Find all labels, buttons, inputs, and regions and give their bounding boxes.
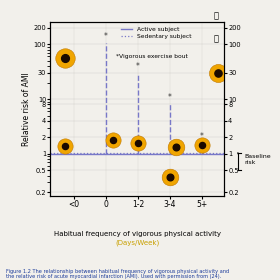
Text: *: *	[200, 132, 204, 141]
Text: 🏃: 🏃	[214, 12, 219, 21]
Text: Habitual frequency of vigorous physical activity: Habitual frequency of vigorous physical …	[54, 231, 221, 237]
Text: 🚶: 🚶	[214, 34, 219, 43]
Text: *: *	[168, 94, 172, 102]
Text: *: *	[136, 62, 140, 71]
Y-axis label: Relative risk of AMI: Relative risk of AMI	[22, 72, 31, 146]
Legend: Active subject, Sedentary subject: Active subject, Sedentary subject	[119, 25, 193, 40]
Text: *Vigorous exercise bout: *Vigorous exercise bout	[116, 54, 188, 59]
Text: *: *	[104, 32, 108, 41]
Text: Figure 1.2 The relationship between habitual frequency of vigorous physical acti: Figure 1.2 The relationship between habi…	[6, 269, 229, 279]
Text: (Days/Week): (Days/Week)	[115, 239, 159, 246]
Text: Baseline
risk: Baseline risk	[245, 154, 271, 165]
